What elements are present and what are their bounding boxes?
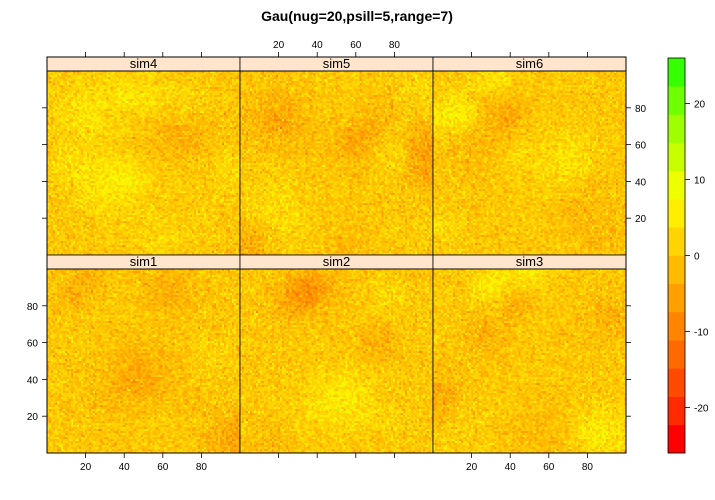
panel-grid: sim4 sim5 sim6 sim1 sim2 sim3 bbox=[47, 56, 626, 453]
strip-label: sim4 bbox=[130, 56, 157, 71]
x-tick-label: 20 bbox=[466, 462, 478, 473]
x-tick-label: 60 bbox=[350, 40, 362, 51]
color-key-tick-label: -20 bbox=[694, 403, 709, 414]
color-key-tick-label: 10 bbox=[694, 176, 706, 187]
strip-label: sim2 bbox=[323, 254, 350, 269]
heatmap-raster bbox=[240, 71, 433, 255]
y-tick-label: 20 bbox=[27, 412, 39, 423]
color-key-segment bbox=[668, 171, 685, 200]
color-key-segment bbox=[668, 199, 685, 228]
heatmap-raster bbox=[433, 269, 626, 453]
color-key-segment bbox=[668, 284, 685, 313]
y-tick-label: 40 bbox=[635, 177, 647, 188]
panel-sim1: sim1 bbox=[47, 254, 240, 453]
y-tick-label: 80 bbox=[27, 302, 39, 313]
x-tick-label: 80 bbox=[389, 40, 401, 51]
color-key-tick-label: -10 bbox=[694, 327, 709, 338]
x-tick-label: 60 bbox=[157, 462, 169, 473]
x-tick-label: 20 bbox=[273, 40, 285, 51]
panel-sim5: sim5 bbox=[240, 56, 433, 255]
color-key-segment bbox=[668, 58, 685, 87]
x-tick-label: 40 bbox=[119, 462, 131, 473]
y-tick-label: 60 bbox=[635, 141, 647, 152]
strip-label: sim5 bbox=[323, 56, 350, 71]
y-tick-label: 80 bbox=[635, 104, 647, 115]
panel-sim4: sim4 bbox=[47, 56, 240, 255]
x-tick-label: 80 bbox=[196, 462, 208, 473]
color-key-segment bbox=[668, 425, 685, 454]
x-tick-label: 80 bbox=[582, 462, 594, 473]
panel-sim2: sim2 bbox=[240, 254, 433, 453]
color-key-segment bbox=[668, 256, 685, 285]
y-tick-label: 40 bbox=[27, 375, 39, 386]
color-key-segment bbox=[668, 143, 685, 172]
y-tick-label: 60 bbox=[27, 339, 39, 350]
x-tick-label: 40 bbox=[312, 40, 324, 51]
color-key-segment bbox=[668, 227, 685, 256]
panel-sim3: sim3 bbox=[433, 254, 626, 453]
color-key-tick-label: 20 bbox=[694, 100, 706, 111]
x-tick-label: 60 bbox=[543, 462, 555, 473]
x-tick-label: 20 bbox=[80, 462, 92, 473]
color-key-segment bbox=[668, 340, 685, 369]
color-key-segment bbox=[668, 86, 685, 115]
x-tick-label: 40 bbox=[505, 462, 517, 473]
color-key-segment bbox=[668, 397, 685, 426]
chart-title: Gau(nug=20,psill=5,range=7) bbox=[261, 8, 453, 24]
color-key-segment bbox=[668, 114, 685, 143]
color-key-tick-label: 0 bbox=[694, 252, 700, 263]
color-key: -20 -10 0 10 20 bbox=[668, 58, 709, 453]
color-key-segment bbox=[668, 312, 685, 341]
heatmap-raster bbox=[47, 269, 240, 453]
strip-label: sim1 bbox=[130, 254, 157, 269]
heatmap-raster bbox=[47, 71, 240, 255]
panel-sim6: sim6 bbox=[433, 56, 626, 255]
color-key-segment bbox=[668, 368, 685, 397]
y-tick-label: 20 bbox=[635, 214, 647, 225]
strip-label: sim3 bbox=[516, 254, 543, 269]
strip-label: sim6 bbox=[516, 56, 543, 71]
heatmap-raster bbox=[240, 269, 433, 453]
heatmap-raster bbox=[433, 71, 626, 255]
